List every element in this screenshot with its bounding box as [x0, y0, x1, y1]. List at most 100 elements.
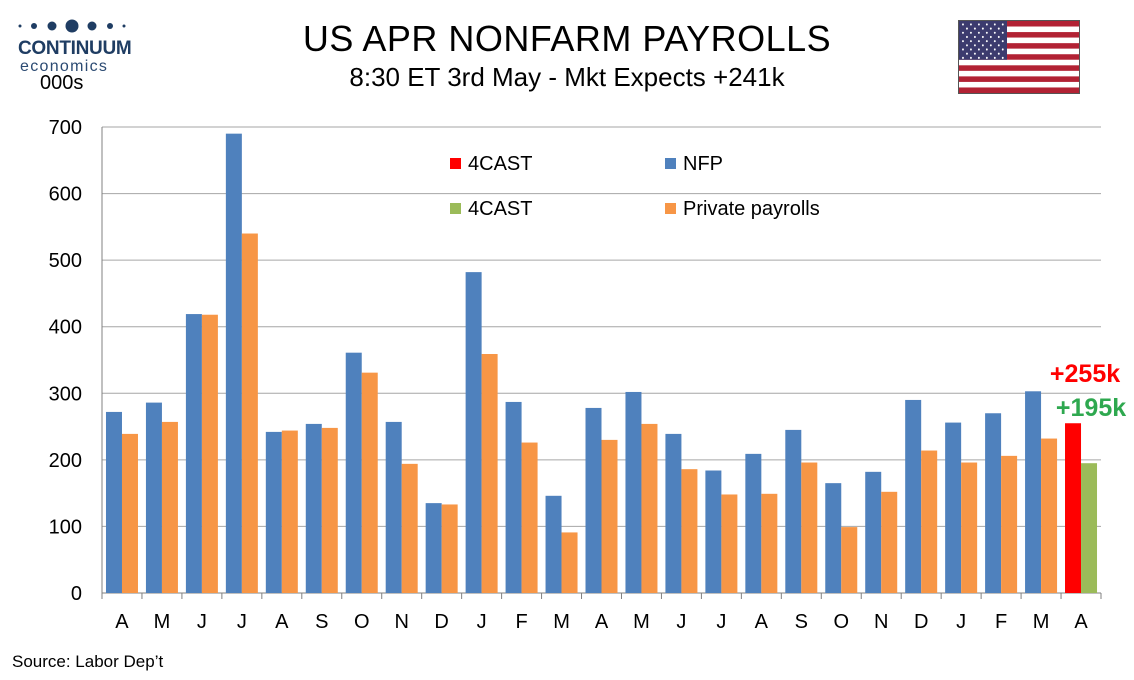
logo-wordmark-top: CONTINUUM [18, 38, 132, 59]
unit-label: 000s [40, 72, 84, 94]
private-payrolls-bar [841, 527, 858, 593]
us-flag-icon [958, 20, 1080, 94]
private-payrolls-bar [1001, 455, 1018, 593]
private-payrolls-bar [481, 354, 498, 593]
x-tick-label: O [833, 611, 849, 633]
nfp-bar [105, 411, 122, 593]
x-tick-label: N [394, 611, 408, 633]
private-payrolls-bar [201, 314, 218, 593]
x-tick-label: M [633, 611, 650, 633]
y-tick-label: 0 [71, 583, 82, 605]
private-payrolls-bar [401, 463, 418, 593]
x-tick-label: A [115, 611, 129, 633]
x-tick-label: A [755, 611, 769, 633]
x-tick-label: J [197, 611, 207, 633]
legend-swatch [450, 203, 461, 214]
private-payrolls-bar [601, 439, 618, 593]
y-tick-label: 600 [49, 184, 82, 206]
chart-subtitle: 8:30 ET 3rd May - Mkt Expects +241k [349, 62, 785, 92]
nfp-bar [785, 429, 802, 593]
private-payrolls-bar [761, 493, 778, 593]
x-tick-label: A [1074, 611, 1088, 633]
y-tick-label: 500 [49, 250, 82, 272]
private-payrolls-bar [321, 427, 338, 593]
x-tick-label: A [275, 611, 289, 633]
x-tick-label: M [154, 611, 171, 633]
nfp-bar [665, 433, 682, 593]
nfp-bar [545, 495, 562, 593]
private-payrolls-bar [121, 433, 138, 593]
nfp-bar [585, 407, 602, 593]
private-payrolls-bar [561, 532, 578, 593]
private-payrolls-bar [721, 494, 738, 593]
private-payrolls-bar [921, 450, 938, 593]
private-payrolls-bar [801, 462, 818, 593]
chart-title: US APR NONFARM PAYROLLS [302, 18, 832, 59]
x-tick-label: O [354, 611, 370, 633]
private-payrolls-bar [881, 491, 898, 593]
x-tick-label: D [434, 611, 448, 633]
nfp-bar [145, 402, 162, 593]
x-tick-label: F [995, 611, 1007, 633]
x-tick-label: S [315, 611, 328, 633]
nfp-bar [945, 422, 962, 593]
continuum-economics-logo: CONTINUUM economics [8, 12, 138, 102]
x-tick-label: A [595, 611, 609, 633]
x-tick-label: J [676, 611, 686, 633]
private-payrolls-bar [441, 504, 458, 593]
private-payrolls-bar [641, 423, 658, 593]
forecast-private-bar [1081, 463, 1098, 593]
private-payrolls-bar [241, 233, 258, 593]
x-tick-label: M [1033, 611, 1050, 633]
x-tick-label: J [956, 611, 966, 633]
nfp-bar [705, 470, 722, 593]
x-tick-label: M [553, 611, 570, 633]
legend-swatch [450, 158, 461, 169]
legend-label: 4CAST [468, 198, 532, 220]
legend-label: NFP [683, 153, 723, 175]
nfp-bar [425, 503, 442, 593]
private-payrolls-bar [361, 372, 378, 593]
nfp-bar [625, 391, 642, 593]
nfp-bar [985, 413, 1002, 593]
private-payrolls-bar [521, 442, 538, 593]
private-payrolls-bar [681, 469, 698, 593]
nfp-bar [465, 272, 482, 593]
source-note: Source: Labor Dep’t [12, 652, 164, 671]
x-tick-label: S [795, 611, 808, 633]
forecast-nfp-label: +255k [1050, 360, 1120, 388]
y-tick-label: 200 [49, 450, 82, 472]
logo-wordmark-bottom: economics [20, 58, 109, 75]
x-tick-label: J [237, 611, 247, 633]
x-tick-label: N [874, 611, 888, 633]
y-tick-label: 400 [49, 317, 82, 339]
y-tick-label: 100 [49, 516, 82, 538]
private-payrolls-bar [161, 421, 178, 593]
nfp-bar [1025, 391, 1042, 593]
forecast-nfp-bar [1065, 423, 1082, 593]
y-tick-label: 700 [49, 117, 82, 139]
legend-label: Private payrolls [683, 198, 820, 220]
x-tick-label: J [716, 611, 726, 633]
legend-swatch [665, 158, 676, 169]
private-payrolls-bar [1041, 438, 1058, 593]
nfp-bar [865, 471, 882, 593]
x-tick-label: F [515, 611, 527, 633]
legend-swatch [665, 203, 676, 214]
legend-label: 4CAST [468, 153, 532, 175]
private-payrolls-bar [281, 430, 298, 593]
nfp-bar [265, 431, 282, 593]
x-tick-label: D [914, 611, 928, 633]
nfp-bar [305, 423, 322, 593]
y-tick-label: 300 [49, 383, 82, 405]
nfp-bar [385, 421, 402, 593]
nfp-bar [905, 399, 922, 593]
nfp-bar [345, 352, 362, 593]
nfp-bar [505, 401, 522, 593]
nfp-bar [185, 314, 202, 593]
private-payrolls-bar [961, 462, 978, 593]
forecast-private-label: +195k [1056, 394, 1126, 422]
nfp-bar [825, 483, 842, 593]
logo-dots-icon [18, 19, 126, 33]
